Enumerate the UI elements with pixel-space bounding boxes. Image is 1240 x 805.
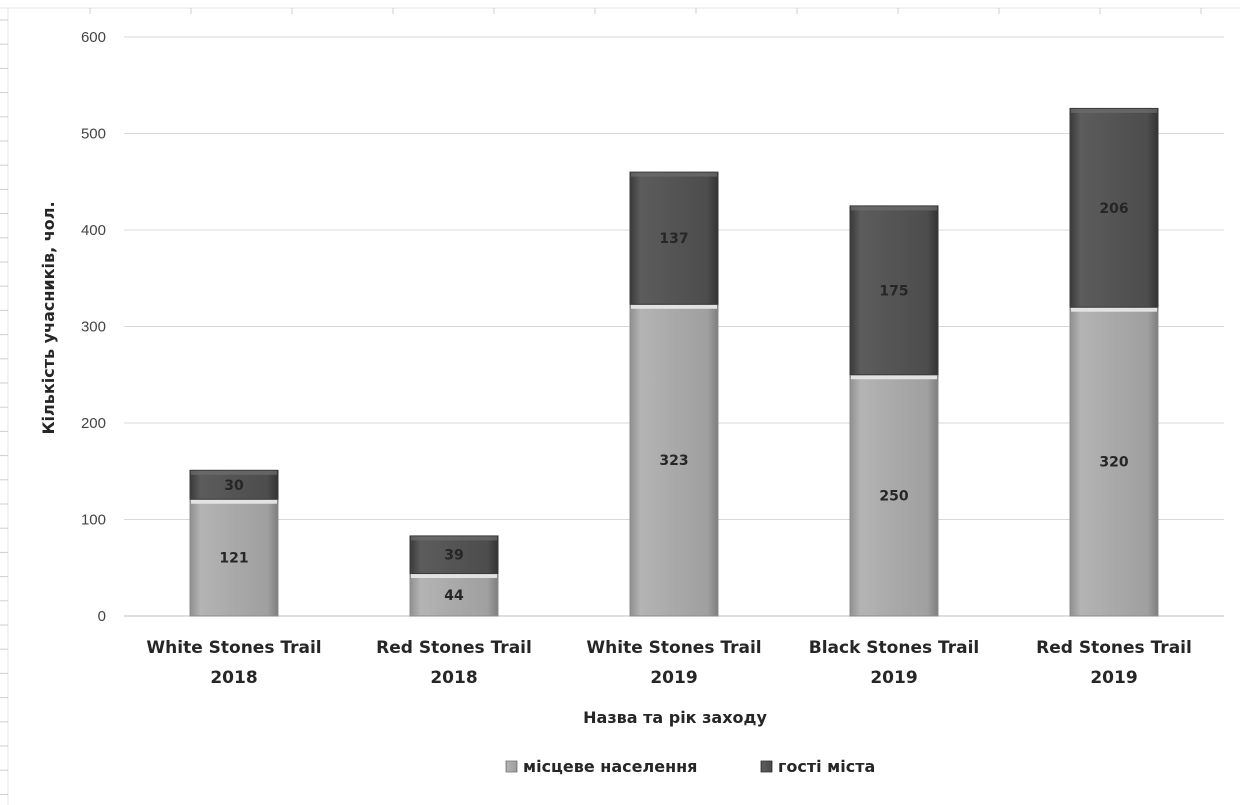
y-tick-label: 300 bbox=[81, 319, 106, 336]
bar-local bbox=[409, 573, 499, 617]
data-label-local: 250 bbox=[879, 488, 908, 504]
y-tick-label: 600 bbox=[81, 29, 106, 46]
x-tick-label-line: White Stones Trail bbox=[586, 638, 761, 658]
bar-bevel-guest bbox=[1071, 108, 1157, 113]
data-label-local: 323 bbox=[659, 453, 688, 469]
data-label-guest: 39 bbox=[444, 548, 463, 564]
bar-bevel-local bbox=[191, 499, 277, 504]
data-label-guest: 137 bbox=[659, 231, 688, 247]
bar-bevel-guest bbox=[851, 206, 937, 211]
bar-local bbox=[629, 303, 719, 617]
legend-swatch-guest bbox=[760, 760, 773, 773]
chart-frame-ticks bbox=[0, 7, 1240, 805]
bar-guest bbox=[849, 205, 939, 376]
data-label-guest: 30 bbox=[224, 478, 244, 494]
bar-local bbox=[189, 498, 279, 617]
x-tick-label-line: 2019 bbox=[1090, 668, 1137, 688]
bars bbox=[189, 107, 1159, 617]
y-tick-label: 0 bbox=[98, 608, 106, 625]
x-tick-label: Red Stones Trail 2018 bbox=[376, 638, 532, 688]
x-axis-title: Назва та рік заходу bbox=[583, 708, 767, 727]
data-labels: 121 30 44 39 323 137 250 175 320 206 bbox=[219, 201, 1128, 604]
data-label-local: 320 bbox=[1099, 455, 1128, 471]
y-tick-label: 100 bbox=[81, 512, 106, 529]
x-tick-label-line: 2018 bbox=[430, 668, 477, 688]
x-tick-label-line: 2018 bbox=[210, 668, 257, 688]
x-tick-label-line: White Stones Trail bbox=[146, 638, 321, 658]
legend-swatch-local bbox=[505, 760, 518, 773]
x-axis-ticks: White Stones Trail 2018 Red Stones Trail 20… bbox=[146, 638, 1191, 688]
y-axis-ticks: 0 100 200 300 400 500 600 bbox=[81, 29, 106, 625]
x-tick-label-line: 2019 bbox=[870, 668, 917, 688]
x-tick-label-line: Red Stones Trail bbox=[1036, 638, 1192, 658]
y-tick-label: 500 bbox=[81, 126, 106, 143]
legend-label-guest: гості міста bbox=[778, 757, 875, 776]
bar-local bbox=[1069, 306, 1159, 617]
bar-bevel-guest bbox=[631, 172, 717, 177]
x-tick-label: White Stones Trail 2018 bbox=[146, 638, 321, 688]
data-label-local: 121 bbox=[219, 551, 248, 567]
bar-bevel-guest bbox=[411, 536, 497, 541]
x-tick-label: Black Stones Trail 2019 bbox=[809, 638, 980, 688]
y-tick-label: 400 bbox=[81, 222, 106, 239]
x-tick-label-line: 2019 bbox=[650, 668, 697, 688]
x-tick-label-line: Red Stones Trail bbox=[376, 638, 532, 658]
x-tick-label: Red Stones Trail 2019 bbox=[1036, 638, 1192, 688]
data-label-guest: 175 bbox=[879, 283, 908, 299]
y-tick-label: 200 bbox=[81, 415, 106, 432]
bar-guest bbox=[189, 469, 279, 500]
data-label-guest: 206 bbox=[1099, 201, 1128, 217]
legend: місцеве населення гості міста bbox=[505, 757, 875, 776]
data-label-local: 44 bbox=[444, 588, 464, 604]
bar-bevel-local bbox=[411, 574, 497, 579]
legend-label-local: місцеве населення bbox=[523, 757, 697, 776]
bar-guest bbox=[409, 535, 499, 575]
y-axis-title: Кількість учасників, чол. bbox=[39, 201, 58, 434]
bar-local bbox=[849, 374, 939, 617]
bar-guest bbox=[1069, 107, 1159, 308]
x-tick-label-line: Black Stones Trail bbox=[809, 638, 980, 658]
bar-guest bbox=[629, 171, 719, 305]
bar-bevel-guest bbox=[191, 470, 277, 475]
bar-bevel-local bbox=[851, 375, 937, 380]
bar-bevel-local bbox=[631, 304, 717, 309]
bar-bevel-local bbox=[1071, 307, 1157, 312]
x-tick-label: White Stones Trail 2019 bbox=[586, 638, 761, 688]
